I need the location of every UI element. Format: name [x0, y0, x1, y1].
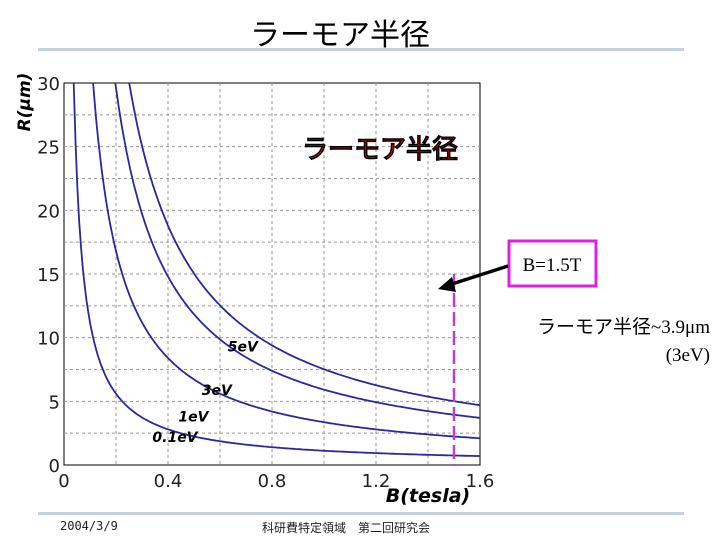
radius-note-value: ラーモア半径~3.9μm — [537, 317, 710, 338]
y-tick-label: 5 — [49, 392, 60, 413]
slide-title: ラーモア半径 — [250, 18, 430, 53]
radius-note: ラーモア半径~3.9μm (3eV) — [498, 314, 710, 370]
y-tick-label: 15 — [37, 265, 60, 286]
field-callout-box — [507, 239, 598, 288]
radius-note-energy: (3eV) — [665, 345, 710, 366]
footer-date: 2004/3/9 — [60, 519, 118, 533]
y-tick-label: 30 — [37, 74, 60, 95]
x-tick-label: 0.4 — [154, 471, 183, 492]
series-label-5eV: 5eV — [228, 340, 259, 356]
x-axis-label: B(tesla) — [386, 485, 470, 507]
series-label-1eV: 1eV — [178, 410, 209, 426]
series-line-1eV — [92, 83, 480, 440]
footer-divider — [38, 512, 684, 515]
x-tick-label: 0 — [58, 471, 69, 492]
series-labels: 0.1eV 1eV 3eV 5eV — [152, 340, 259, 446]
title-divider — [38, 48, 684, 51]
y-tick-label: 20 — [37, 201, 60, 222]
y-tick-label: 0 — [49, 456, 60, 477]
field-callout-text: B=1.5T — [523, 255, 582, 276]
series-line-0.1eV — [72, 83, 480, 457]
tick-labels: 0 0.4 0.8 1.2 1.6 0 5 10 15 20 25 30 — [37, 74, 494, 492]
footer-event: 科研費特定領域 第二回研究会 — [262, 521, 431, 535]
chart-title: ラーモア半径 — [302, 135, 458, 165]
x-tick-label: 1.6 — [466, 471, 495, 492]
series-line-3eV — [114, 83, 480, 419]
series-line-5eV — [128, 83, 480, 407]
series-label-3eV: 3eV — [202, 383, 233, 399]
callout-arrow-head — [438, 277, 456, 292]
curves — [72, 83, 480, 457]
y-axis-label: R(μm) — [15, 73, 35, 132]
x-tick-label: 1.2 — [362, 471, 391, 492]
series-label-0.1eV: 0.1eV — [152, 430, 198, 446]
y-tick-label: 10 — [37, 329, 60, 350]
y-tick-label: 25 — [37, 138, 60, 159]
x-tick-label: 0.8 — [258, 471, 287, 492]
callout-arrow-shaft — [451, 264, 509, 286]
